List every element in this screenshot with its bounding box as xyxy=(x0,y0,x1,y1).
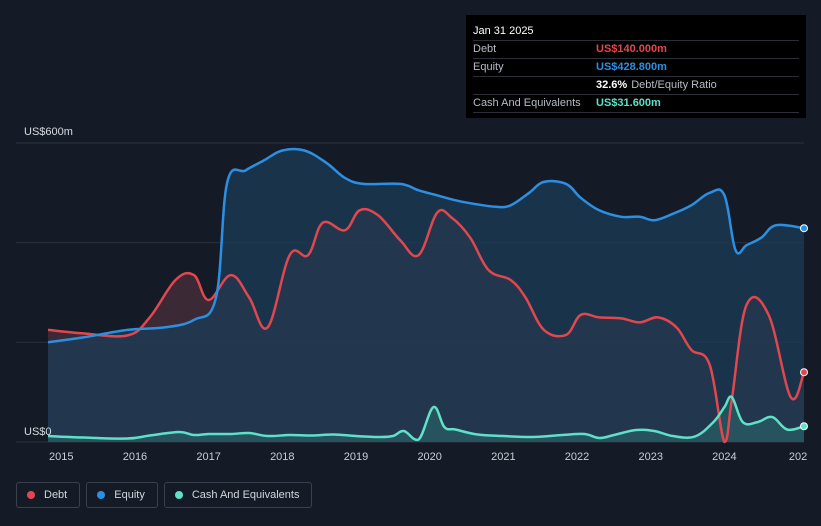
x-tick-label: 2024 xyxy=(712,451,736,463)
x-tick-label: 202 xyxy=(789,451,807,463)
x-tick-label: 2022 xyxy=(565,451,589,463)
legend-item-cash[interactable]: Cash And Equivalents xyxy=(163,482,313,508)
equity-area xyxy=(48,148,804,442)
series-lines xyxy=(47,147,806,444)
end-markers xyxy=(800,224,808,431)
tooltip-debt-value: US$140.000m xyxy=(596,43,667,55)
debt-dot-icon xyxy=(27,491,35,499)
tooltip-row-cash: Cash And Equivalents US$31.600m xyxy=(473,94,799,113)
tooltip-row-debt: Debt US$140.000m xyxy=(473,40,799,58)
series-areas xyxy=(48,148,804,442)
legend-item-debt[interactable]: Debt xyxy=(16,482,81,508)
tooltip-cash-label: Cash And Equivalents xyxy=(473,97,581,109)
hover-tooltip: Jan 31 2025 Debt US$140.000m Equity US$4… xyxy=(466,15,806,118)
tooltip-equity-label: Equity xyxy=(473,61,504,73)
legend-equity-label: Equity xyxy=(114,489,145,501)
tooltip-debt-label: Debt xyxy=(473,43,497,55)
tooltip-row-ratio: 32.6% Debt/Equity Ratio xyxy=(473,76,799,94)
tooltip-row-equity: Equity US$428.800m xyxy=(473,58,799,76)
equity-dot-icon xyxy=(97,491,106,499)
x-tick-label: 2019 xyxy=(344,451,368,463)
cash-line xyxy=(47,395,805,442)
tooltip-equity-value: US$428.800m xyxy=(596,61,667,73)
tooltip-date: Jan 31 2025 xyxy=(473,25,534,37)
x-tick-label: 2018 xyxy=(270,451,294,463)
x-tick-label: 2021 xyxy=(491,451,515,463)
debt-end-marker xyxy=(800,368,808,377)
y-tick-label-zero: US$0 xyxy=(24,426,52,438)
tooltip-ratio-spacer xyxy=(473,77,596,94)
legend-debt-label: Debt xyxy=(44,489,68,501)
axis-labels: US$600m US$0 2015 2016 2017 2018 2019 2020 2021 2… xyxy=(24,126,807,463)
x-tick-label: 2017 xyxy=(196,451,220,463)
legend-cash-label: Cash And Equivalents xyxy=(191,489,300,501)
x-tick-label: 2020 xyxy=(417,451,441,463)
x-tick-label: 2015 xyxy=(49,451,73,463)
equity-line xyxy=(47,147,805,344)
y-tick-label-top: US$600m xyxy=(24,126,73,138)
tooltip-cash-value: US$31.600m xyxy=(596,97,661,109)
legend-item-equity[interactable]: Equity xyxy=(86,482,158,508)
x-tick-label: 2016 xyxy=(123,451,147,463)
x-tick-label: 2023 xyxy=(638,451,662,463)
debt-line xyxy=(47,207,806,444)
cash-end-marker xyxy=(800,422,808,431)
tooltip-ratio-value: 32.6% xyxy=(596,79,628,91)
tooltip-ratio-label: Debt/Equity Ratio xyxy=(631,79,717,91)
chart-legend: Debt Equity Cash And Equivalents xyxy=(16,482,313,508)
cash-dot-icon xyxy=(174,491,183,499)
equity-end-marker xyxy=(800,224,808,233)
